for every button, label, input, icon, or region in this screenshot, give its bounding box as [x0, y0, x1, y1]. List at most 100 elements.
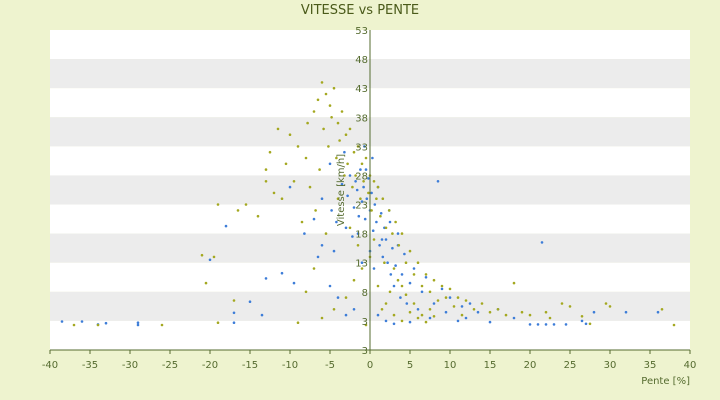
data-point: [428, 316, 432, 320]
data-point: [320, 197, 324, 200]
data-point: [212, 255, 216, 259]
data-point: [324, 232, 328, 235]
data-point: [405, 302, 409, 305]
y-tick-label: 3: [362, 317, 368, 328]
data-point: [72, 323, 76, 327]
data-point: [424, 276, 428, 279]
data-point: [312, 267, 316, 270]
data-point: [354, 180, 357, 183]
data-point: [386, 261, 389, 265]
data-point: [365, 197, 369, 200]
data-point: [660, 308, 664, 311]
x-tick-label: -35: [82, 360, 98, 371]
data-point: [580, 319, 584, 323]
data-point: [355, 188, 359, 192]
data-point: [408, 310, 412, 314]
data-point: [580, 315, 584, 318]
data-point: [384, 238, 388, 241]
data-point: [352, 150, 356, 154]
data-point: [328, 104, 332, 107]
x-tick-label: -30: [122, 360, 138, 371]
data-point: [256, 214, 260, 218]
data-point: [348, 127, 352, 131]
data-point: [584, 322, 588, 326]
data-point: [322, 127, 325, 131]
data-point: [336, 197, 340, 200]
data-point: [399, 296, 402, 299]
data-point: [312, 217, 316, 221]
data-point: [375, 220, 378, 224]
data-point: [404, 261, 408, 265]
data-point: [351, 185, 354, 189]
data-point: [363, 145, 366, 148]
data-point: [536, 323, 540, 326]
data-point: [232, 321, 236, 325]
data-point: [388, 290, 392, 294]
data-point: [296, 321, 300, 325]
data-point: [396, 232, 400, 235]
data-point: [388, 220, 392, 224]
data-point: [318, 168, 321, 171]
data-point: [343, 174, 346, 177]
y-tick-label: 18: [355, 230, 368, 241]
data-point: [364, 156, 368, 160]
data-point: [330, 116, 333, 119]
data-point: [396, 278, 400, 282]
data-point: [387, 209, 391, 212]
chart-title: VITESSE vs PENTE: [301, 3, 419, 18]
x-tick-label: -20: [202, 360, 218, 371]
y-tick-label: 3: [362, 346, 368, 357]
data-point: [292, 180, 296, 183]
data-point: [357, 214, 361, 218]
data-point: [528, 313, 532, 317]
data-point: [136, 321, 140, 325]
data-point: [296, 145, 300, 148]
data-point: [304, 290, 308, 294]
data-point: [496, 308, 500, 311]
data-point: [344, 226, 348, 230]
data-point: [244, 203, 248, 206]
data-point: [376, 185, 380, 189]
data-point: [304, 156, 308, 160]
data-point: [408, 281, 412, 285]
data-point: [356, 244, 360, 247]
data-point: [376, 284, 380, 288]
x-tick-label: -10: [282, 360, 298, 371]
data-point: [375, 197, 378, 200]
data-point: [232, 311, 236, 315]
data-point: [236, 209, 240, 212]
data-point: [392, 267, 396, 270]
data-point: [404, 293, 408, 297]
data-point: [280, 271, 284, 275]
data-point: [308, 185, 312, 189]
x-tick-label: -40: [42, 360, 58, 371]
data-point: [332, 249, 336, 253]
data-point: [408, 249, 412, 253]
data-point: [360, 267, 364, 270]
data-point: [656, 310, 660, 314]
data-point: [432, 278, 436, 282]
data-point: [412, 273, 416, 276]
data-point: [448, 296, 452, 299]
data-point: [380, 238, 384, 241]
data-point: [340, 110, 344, 113]
data-point: [488, 310, 492, 314]
data-point: [372, 267, 376, 270]
y-tick-label: 43: [355, 84, 368, 95]
x-tick-label: 35: [644, 360, 657, 371]
data-point: [370, 191, 373, 195]
data-point: [381, 255, 385, 259]
data-point: [360, 261, 364, 265]
data-point: [391, 232, 394, 235]
x-tick-label: 40: [684, 360, 697, 371]
data-point: [420, 290, 424, 294]
data-point: [224, 224, 228, 228]
data-point: [332, 86, 336, 90]
data-point: [316, 255, 320, 259]
data-point: [371, 229, 375, 232]
data-point: [330, 209, 333, 212]
data-point: [476, 310, 480, 314]
data-point: [403, 252, 406, 256]
data-point: [512, 281, 516, 285]
